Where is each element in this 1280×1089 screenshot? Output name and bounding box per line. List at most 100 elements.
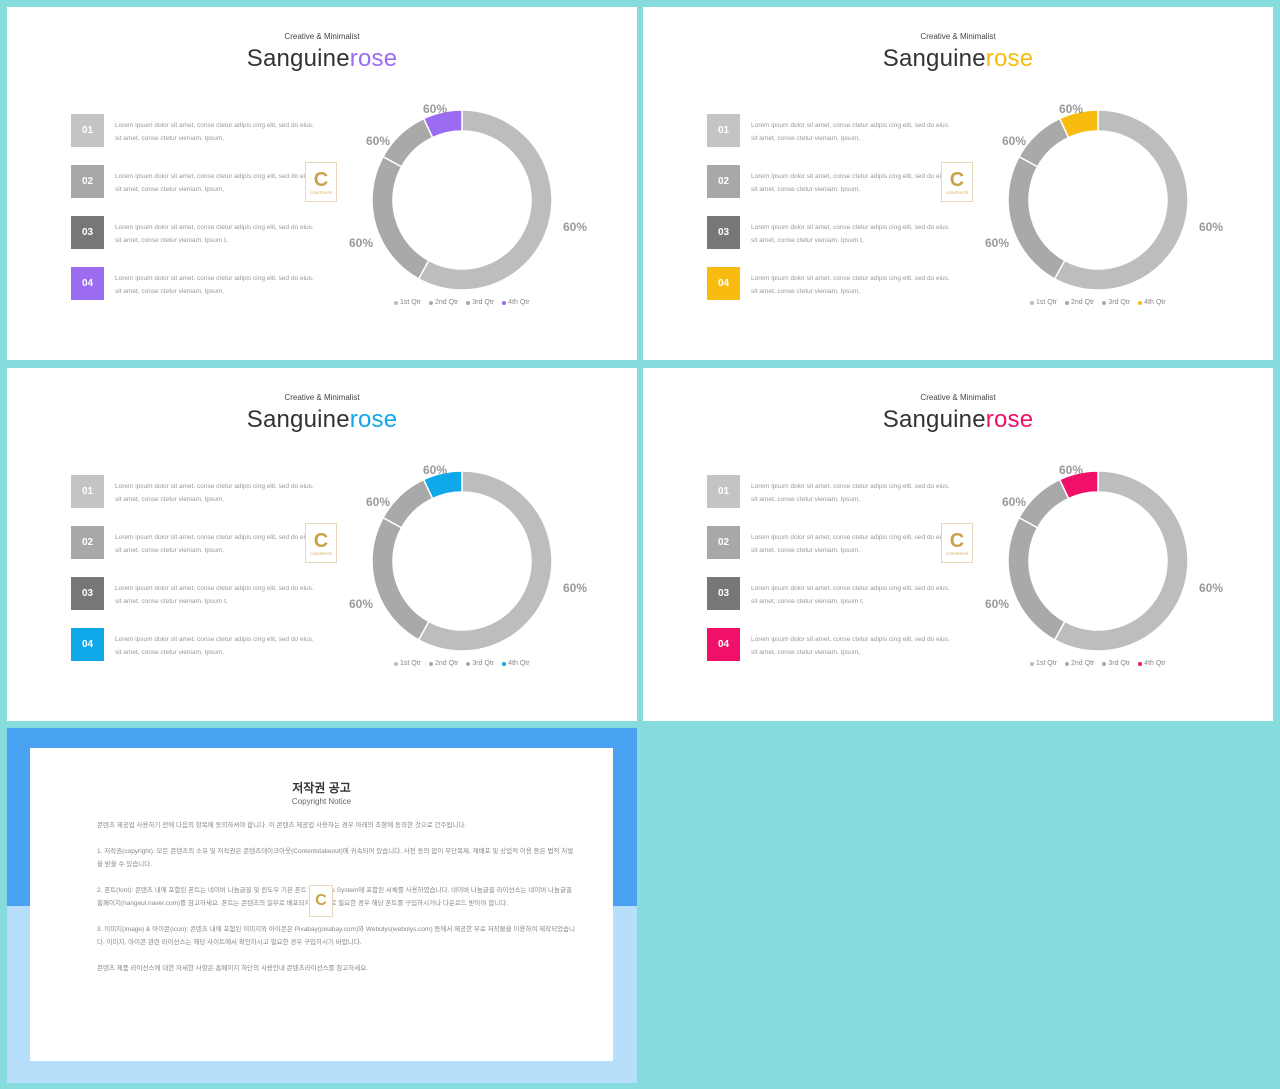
logo-letter: C [313,168,329,191]
legend-item: 4th Qtr [502,299,530,306]
legend-label: 1st Qtr [1036,660,1058,667]
legend-swatch [1102,661,1107,666]
legend-item: 3rd Qtr [466,299,494,306]
legend-item: 3rd Qtr [1102,660,1130,667]
item-description: Lorem ipsum dolor sit amet, conse ctetur… [751,275,950,295]
contents-logo-icon: C CONTENTS [305,523,337,563]
donut-slice-3 [1018,478,1070,529]
data-label-1: 60% [1199,220,1223,234]
item-number-badge: 04 [71,267,104,300]
item-description: Lorem ipsum dolor sit amet, conse ctetur… [115,585,314,605]
chart-legend: 1st Qtr 2nd Qtr 3rd Qtr 4th Qtr [394,660,530,667]
item-description: Lorem ipsum dolor sit amet, conse ctetur… [751,636,950,656]
contents-logo-icon: C [309,885,333,917]
notice-paragraph: 2. 폰트(font): 콘텐츠 내에 포함된 폰트는 네이버 나눔글꼴 및 윈… [97,887,572,907]
logo-letter: C [949,529,965,552]
title-accent: rose [349,406,398,433]
logo-text: CONTENTS [946,189,968,195]
data-label-4: 60% [423,102,447,116]
title-accent: rose [985,406,1034,433]
legend-item: 1st Qtr [394,299,421,306]
legend-item: 1st Qtr [1030,660,1057,667]
item-description: Lorem ipsum dolor sit amet, conse ctetur… [115,534,314,554]
item-number-badge: 03 [71,216,104,249]
legend-label: 3rd Qtr [472,299,495,306]
data-label-4: 60% [1059,463,1083,477]
legend-swatch [1138,300,1143,305]
legend-item: 1st Qtr [1030,299,1057,306]
legend-label: 4th Qtr [1144,660,1166,667]
legend-label: 4th Qtr [1144,299,1166,306]
legend-item: 2nd Qtr [1065,660,1094,667]
legend-label: 1st Qtr [400,660,422,667]
donut-chart: 60% 60% 60% 60% [985,463,1223,652]
title-accent: rose [985,45,1034,72]
item-number-badge: 03 [707,216,740,249]
legend-swatch [502,661,507,666]
item-number-badge: 01 [707,475,740,508]
legend-swatch [394,300,398,305]
item-description: Lorem ipsum dolor sit amet, conse ctetur… [115,636,314,656]
item-number-badge: 01 [707,114,740,147]
legend-swatch [502,300,507,305]
item-description: Lorem ipsum dolor sit amet, conse ctetur… [115,483,314,503]
data-label-1: 60% [563,220,587,234]
legend-label: 3rd Qtr [472,660,495,667]
donut-slice-1 [1053,109,1189,291]
slide-subtitle: Creative & Minimalist [920,32,996,41]
legend-item: 4th Qtr [1138,660,1166,667]
legend-label: 1st Qtr [1036,299,1058,306]
donut-chart: 60% 60% 60% 60% [349,102,587,291]
legend-swatch [1102,300,1107,305]
legend-item: 1st Qtr [394,660,421,667]
item-number-badge: 04 [71,628,104,661]
slide-title: Sanguinerose [7,406,637,434]
data-label-2: 60% [349,597,373,611]
legend-item: 2nd Qtr [1065,299,1094,306]
legend-item: 3rd Qtr [466,660,494,667]
donut-slice-2 [371,516,430,641]
donut-slice-2 [1007,516,1066,641]
legend-swatch [429,661,434,666]
donut-slice-3 [1018,117,1070,168]
item-number-badge: 04 [707,267,740,300]
notice-paragraph: 3. 이미지(image) & 아이콘(icon): 콘텐츠 내에 포함된 이미… [97,926,576,946]
item-number-badge: 02 [71,165,104,198]
donut-slice-3 [382,117,434,168]
slide-title: Sanguinerose [643,45,1273,73]
data-label-3: 60% [366,134,390,148]
logo-letter: C [949,168,965,191]
chart-legend: 1st Qtr 2nd Qtr 3rd Qtr 4th Qtr [1030,660,1166,667]
slide-4: Creative & Minimalist Sanguinerose 01 Lorem… [643,368,1273,721]
donut-slice-4 [422,470,463,500]
slide-title: Sanguinerose [643,406,1273,434]
logo-text: CONTENTS [946,550,968,556]
legend-item: 3rd Qtr [1102,299,1130,306]
legend-swatch [1030,661,1034,666]
item-description: Lorem ipsum dolor sit amet, conse ctetur… [751,483,950,503]
item-number-badge: 04 [707,628,740,661]
title-main: Sanguine [246,406,350,433]
donut-slice-1 [1053,470,1189,652]
legend-label: 2nd Qtr [1071,660,1095,667]
legend-swatch [394,661,398,666]
legend-item: 2nd Qtr [429,299,458,306]
notice-paragraph: 콘텐츠 제공업 사용하기 전에 다음의 항목에 동의하셔야 합니다. 이 콘텐츠… [97,822,467,829]
copyright-notice-panel: 저작권 공고 Copyright Notice 콘텐츠 제공업 사용하기 전에 … [30,748,613,1061]
item-number-badge: 01 [71,114,104,147]
legend-swatch [466,300,471,305]
item-description: Lorem ipsum dolor sit amet, conse ctetur… [751,173,950,193]
item-description: Lorem ipsum dolor sit amet, conse ctetur… [115,173,314,193]
title-accent: rose [349,45,398,72]
legend-item: 2nd Qtr [429,660,458,667]
legend-item: 4th Qtr [1138,299,1166,306]
data-label-2: 60% [985,597,1009,611]
donut-chart: 60% 60% 60% 60% [985,102,1223,291]
legend-swatch [429,300,434,305]
notice-paragraph: 1. 저작권(copyright): 모든 콘텐츠의 소유 및 저작권은 콘텐츠… [97,848,574,868]
item-number-badge: 02 [71,526,104,559]
data-label-4: 60% [1059,102,1083,116]
legend-label: 2nd Qtr [435,299,459,306]
contents-logo-icon: C CONTENTS [941,162,973,202]
item-number-badge: 03 [707,577,740,610]
